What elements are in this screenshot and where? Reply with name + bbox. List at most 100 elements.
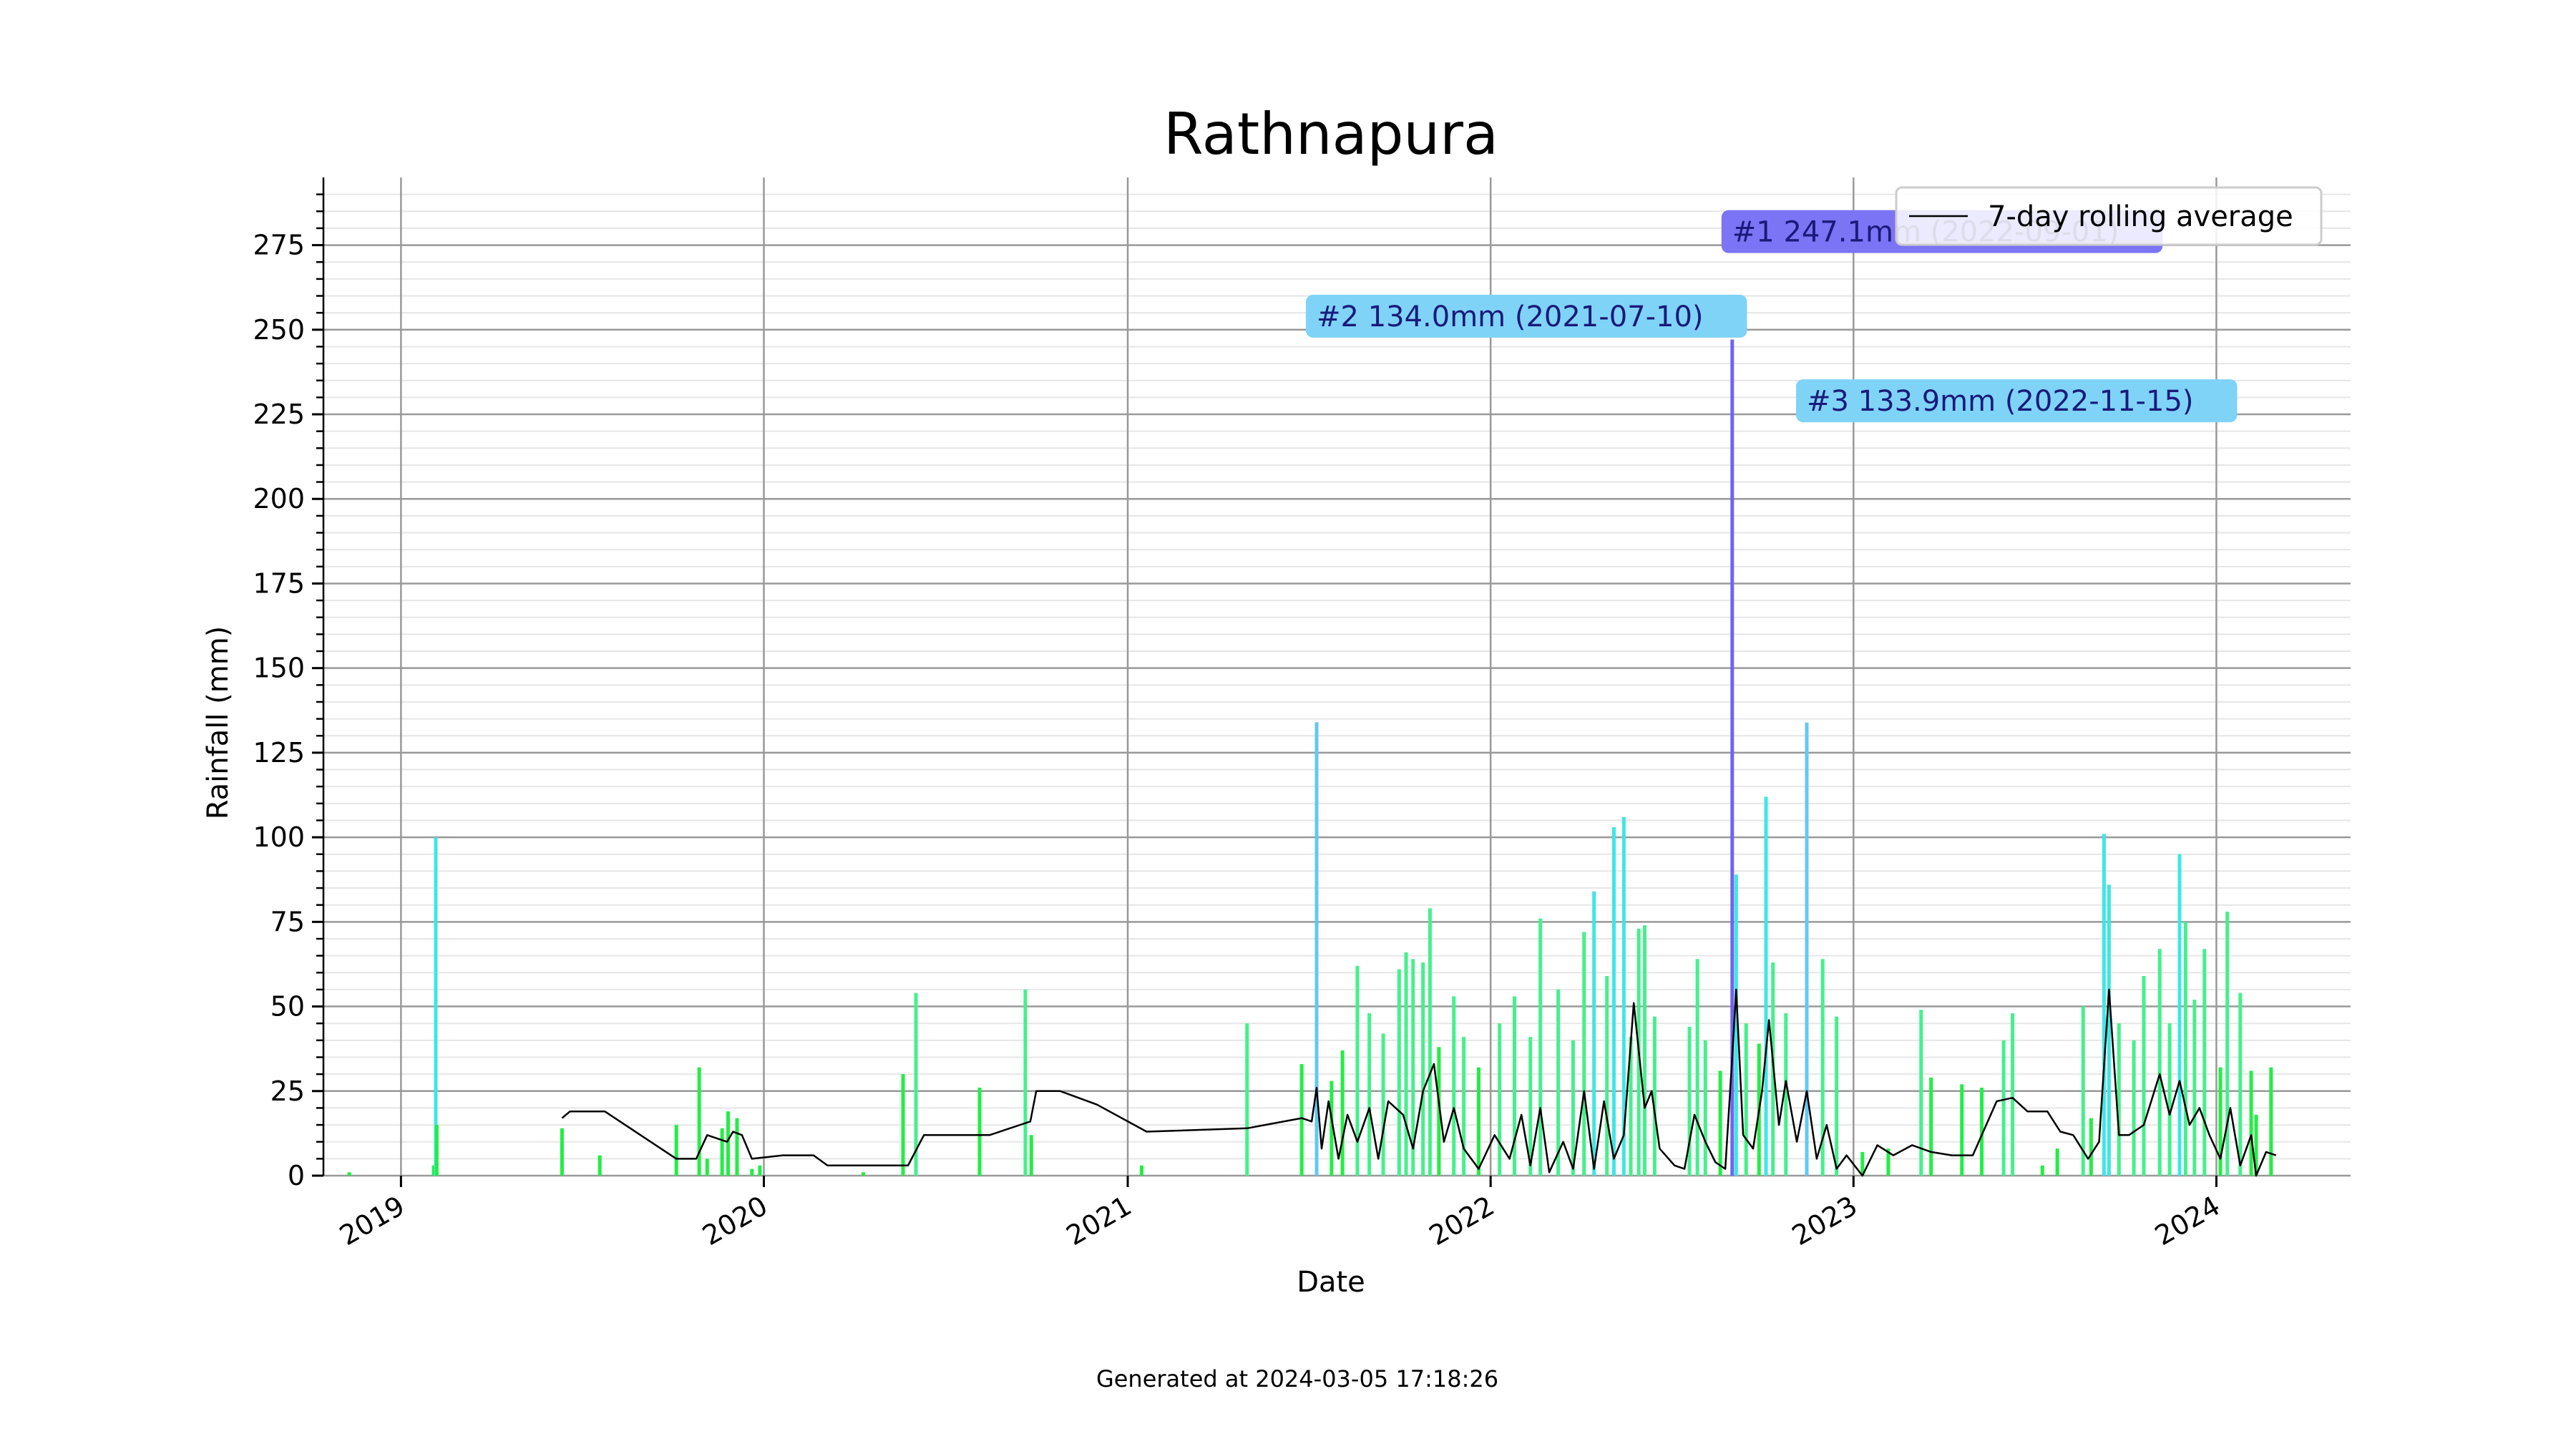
rainfall-bar bbox=[1367, 1013, 1372, 1176]
y-tick-label: 125 bbox=[253, 737, 305, 769]
y-tick-label: 0 bbox=[288, 1160, 305, 1191]
y-tick-label: 25 bbox=[270, 1075, 305, 1107]
rainfall-bar bbox=[726, 1111, 730, 1176]
annotation-box bbox=[1795, 379, 2238, 423]
rainfall-bar bbox=[1582, 932, 1586, 1176]
y-axis-label: Rainfall (mm) bbox=[202, 626, 235, 820]
rainfall-bar bbox=[2102, 834, 2106, 1176]
rainfall-bar bbox=[560, 1128, 564, 1176]
rainfall-bar bbox=[1718, 1070, 1722, 1176]
rainfall-bar bbox=[1629, 1037, 1633, 1176]
y-tick-label: 100 bbox=[253, 821, 305, 853]
rainfall-bar bbox=[2055, 1148, 2059, 1176]
rainfall-bar bbox=[977, 1088, 982, 1176]
rainfall-bar bbox=[1245, 1023, 1249, 1176]
rainfall-bar bbox=[1929, 1077, 1933, 1176]
rainfall-bar bbox=[431, 1165, 436, 1176]
rainfall-bar bbox=[1498, 1023, 1502, 1176]
rainfall-bar bbox=[2225, 912, 2230, 1176]
x-axis-label: Date bbox=[1297, 1266, 1365, 1299]
y-tick-label: 225 bbox=[253, 399, 305, 430]
rainfall-bar bbox=[1381, 1033, 1385, 1176]
rainfall-bar bbox=[2183, 922, 2187, 1176]
annotation-box bbox=[1306, 294, 1747, 338]
annotation-2: #2 134.0mm (2021-07-10) bbox=[1306, 294, 1747, 338]
rolling-average-line bbox=[561, 988, 2277, 1177]
rainfall-bar bbox=[1744, 1023, 1748, 1176]
rainfall-bar bbox=[434, 1125, 439, 1176]
rainfall-bar bbox=[1980, 1088, 1984, 1176]
rainfall-bar bbox=[1411, 959, 1415, 1176]
rainfall-bar bbox=[1643, 925, 1647, 1176]
rainfall-bar bbox=[1835, 1016, 1839, 1176]
rainfall-bar bbox=[2254, 1114, 2258, 1176]
rainfall-bar bbox=[1340, 1050, 1345, 1176]
rainfall-bar bbox=[1571, 1040, 1575, 1176]
rainfall-bar bbox=[1960, 1084, 1964, 1176]
y-tick-label: 50 bbox=[270, 991, 305, 1023]
rainfall-bar bbox=[1462, 1037, 1466, 1176]
annotation-label: #2 134.0mm (2021-07-10) bbox=[1317, 301, 1704, 333]
rainfall-bar bbox=[758, 1165, 762, 1176]
rainfall-bar bbox=[1452, 996, 1456, 1176]
rainfall-bar bbox=[2177, 854, 2182, 1176]
rainfall-bar bbox=[750, 1169, 754, 1176]
legend-box bbox=[1895, 186, 2323, 246]
x-tick-label: 2021 bbox=[1061, 1190, 1137, 1252]
rainfall-bar bbox=[1355, 965, 1360, 1176]
rainfall-bar bbox=[1513, 996, 1517, 1176]
rainfall-bar bbox=[1919, 1010, 1923, 1176]
rainfall-bar bbox=[2167, 1023, 2172, 1176]
y-tick-label: 200 bbox=[253, 483, 305, 514]
rainfall-bar bbox=[1314, 722, 1319, 1176]
rainfall-bar bbox=[1299, 1063, 1304, 1176]
rainfall-bar bbox=[2081, 1006, 2085, 1176]
rainfall-bar bbox=[2117, 1023, 2121, 1176]
rainfall-bar bbox=[1592, 891, 1596, 1176]
rainfall-bar bbox=[1139, 1165, 1143, 1176]
legend-label: 7-day rolling average bbox=[1988, 200, 2293, 233]
rainfall-bar bbox=[1652, 1016, 1657, 1176]
rainfall-bar bbox=[2192, 1000, 2197, 1176]
rainfall-bar bbox=[1538, 918, 1543, 1176]
rainfall-bar bbox=[1805, 722, 1809, 1176]
generated-timestamp: Generated at 2024-03-05 17:18:26 bbox=[1096, 1365, 1498, 1392]
chart-title: Rathnapura bbox=[1163, 101, 1498, 167]
annotation-label: #3 133.9mm (2022-11-15) bbox=[1807, 385, 2194, 418]
rainfall-bar bbox=[2218, 1067, 2223, 1176]
rainfall-bar bbox=[720, 1128, 724, 1176]
rainfall-bar bbox=[1703, 1040, 1707, 1176]
rainfall-bar bbox=[2142, 976, 2146, 1176]
rainfall-bar bbox=[2249, 1070, 2253, 1176]
rainfall-bar bbox=[2132, 1040, 2136, 1176]
rainfall-bar bbox=[2040, 1165, 2044, 1176]
rainfall-bar bbox=[705, 1158, 709, 1176]
annotation-3: #3 133.9mm (2022-11-15) bbox=[1795, 379, 2238, 423]
y-tick-label: 275 bbox=[253, 230, 305, 261]
rainfall-bar bbox=[434, 837, 438, 1176]
y-tick-label: 75 bbox=[270, 906, 305, 937]
rainfall-bar bbox=[2107, 884, 2111, 1176]
x-tick-label: 2022 bbox=[1424, 1190, 1500, 1252]
rolling-average-polyline bbox=[561, 988, 2277, 1177]
bars bbox=[347, 339, 2273, 1176]
rainfall-bar bbox=[1437, 1047, 1441, 1176]
rainfall-bar bbox=[1621, 816, 1626, 1176]
rainfall-bar bbox=[697, 1067, 701, 1176]
rainfall-bar bbox=[1029, 1135, 1033, 1176]
rainfall-bar bbox=[1476, 1067, 1480, 1176]
rainfall-bar bbox=[1421, 962, 1425, 1176]
rainfall-bar bbox=[914, 992, 918, 1176]
rainfall-bar bbox=[1611, 826, 1616, 1176]
y-tick-label: 150 bbox=[253, 653, 305, 684]
rainfall-bar bbox=[901, 1074, 905, 1176]
y-axis: 0 25 50 75 100 125 150 175 200 225 250 275 bbox=[253, 177, 325, 1191]
rainfall-bar bbox=[2238, 992, 2243, 1176]
rainfall-bar bbox=[1556, 989, 1561, 1176]
rainfall-bar bbox=[1397, 969, 1401, 1176]
x-tick-label: 2019 bbox=[334, 1190, 410, 1252]
rainfall-bar bbox=[597, 1155, 602, 1176]
rainfall-bar bbox=[1404, 952, 1408, 1176]
y-tick-label: 175 bbox=[253, 567, 305, 599]
